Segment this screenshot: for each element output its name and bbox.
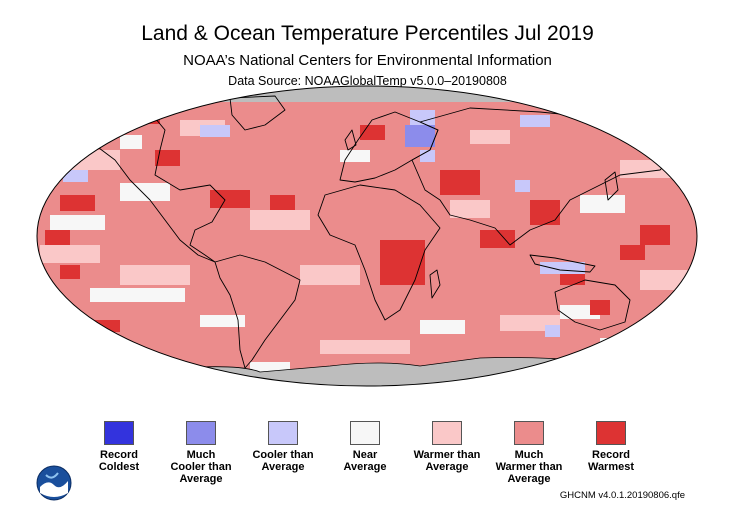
map-border xyxy=(36,85,698,387)
map-title: Land & Ocean Temperature Percentiles Jul… xyxy=(141,22,594,45)
much-cooler-than-average-patches xyxy=(405,125,435,147)
arctic-no-data xyxy=(37,86,697,102)
madagascar-outline xyxy=(429,269,441,299)
australia-outline xyxy=(554,279,631,331)
legend-label: Cooler than Average xyxy=(252,449,314,473)
legend-label: Near Average xyxy=(343,449,387,473)
noaa-logo xyxy=(36,465,72,501)
greenland-outline xyxy=(229,95,286,131)
legend-swatch xyxy=(104,421,134,445)
legend-record-coldest: Record Coldest xyxy=(69,421,169,473)
footer-version: GHCNM v4.0.1.20190806.qfe xyxy=(559,490,685,501)
legend-much-cooler: Much Cooler than Average xyxy=(151,421,251,485)
cooler-than-average-patches xyxy=(63,110,585,337)
near-average-patches xyxy=(50,135,640,372)
south-america-outline xyxy=(214,254,301,369)
uk-outline xyxy=(344,129,357,151)
data-source-label: Data Source: NOAAGlobalTemp v5.0.0–20190… xyxy=(228,74,507,88)
legend-record-warmest: Record Warmest xyxy=(561,421,661,473)
legend-near-average: Near Average xyxy=(315,421,415,473)
africa-outline xyxy=(317,184,441,321)
map-subtitle: NOAA’s National Centers for Environmenta… xyxy=(183,52,552,69)
japan-outline xyxy=(604,171,619,201)
legend-label: Warmer than Average xyxy=(413,449,481,473)
new-zealand-outline xyxy=(649,321,663,349)
legend-swatch xyxy=(268,421,298,445)
north-america-outline xyxy=(84,104,226,263)
legend-cooler: Cooler than Average xyxy=(233,421,333,473)
antarctica-no-data xyxy=(37,357,697,386)
legend-label: Record Warmest xyxy=(587,449,635,473)
legend-swatch xyxy=(514,421,544,445)
legend-label: Much Warmer than Average xyxy=(495,449,563,485)
legend-swatch xyxy=(350,421,380,445)
legend-label: Much Cooler than Average xyxy=(170,449,232,485)
legend-swatch xyxy=(596,421,626,445)
legend-swatch xyxy=(432,421,462,445)
legend-much-warmer: Much Warmer than Average xyxy=(479,421,579,485)
legend-swatch xyxy=(186,421,216,445)
legend-warmer: Warmer than Average xyxy=(397,421,497,473)
indonesia-outline xyxy=(529,254,596,273)
legend-label: Record Coldest xyxy=(98,449,140,473)
map-body xyxy=(37,86,697,386)
